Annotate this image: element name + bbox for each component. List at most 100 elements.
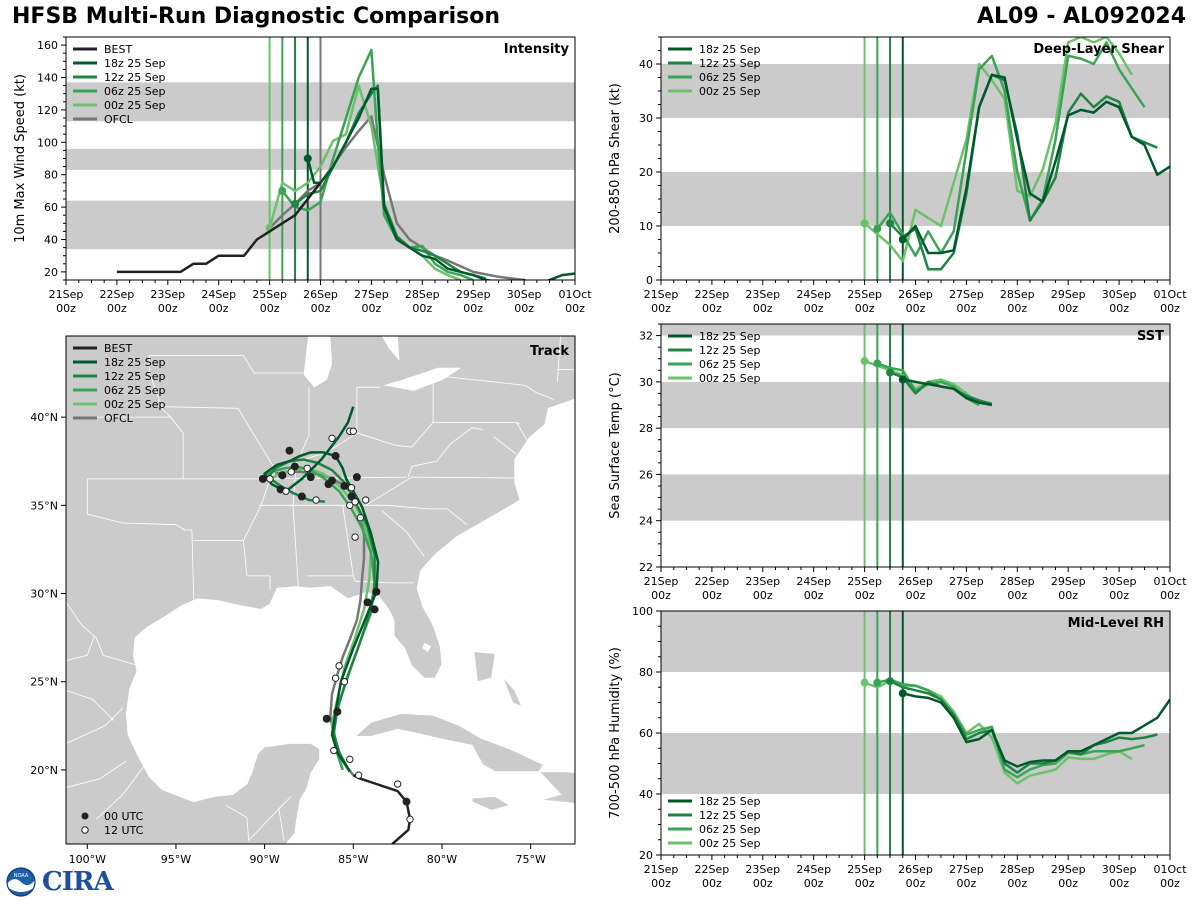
legend-label: 12z 25 Sep <box>699 57 761 70</box>
state-border <box>407 427 483 478</box>
x-tick-label-line: 23Sep <box>745 863 780 876</box>
x-tick-label-line: 27Sep <box>949 288 984 301</box>
x-tick-label-line: 21Sep <box>644 288 679 301</box>
state-border <box>66 760 127 788</box>
x-tick-label-line: 00z <box>1007 302 1027 315</box>
x-tick-label: 24Sep 00z <box>796 863 831 890</box>
x-tick-label-line: 00z <box>957 589 977 602</box>
y-tick-label: 160 <box>37 39 58 52</box>
storm-id-title: AL09 - AL092024 <box>977 4 1186 29</box>
lake-okeechobee <box>422 642 432 652</box>
legend-label: 18z 25 Sep <box>104 356 166 369</box>
y-tick-label: 30 <box>639 376 653 389</box>
x-tick-label-line: 00z <box>1007 589 1027 602</box>
legend-marker-00utc <box>81 812 89 820</box>
legend-label: 18z 25 Sep <box>104 57 166 70</box>
legend-label: BEST <box>104 43 132 56</box>
x-tick-label-line: 00z <box>1109 589 1129 602</box>
lake-michigan <box>303 336 332 388</box>
init-marker-18z <box>898 375 907 384</box>
x-tick-label-line: 00z <box>906 877 926 890</box>
lat-tick-label: 30°N <box>30 588 58 601</box>
init-marker-18z <box>898 235 907 244</box>
x-tick-label-line: 00z <box>957 877 977 890</box>
legend-label: OFCL <box>104 113 134 126</box>
state-border <box>432 376 446 423</box>
x-tick-label-line: 23Sep <box>745 288 780 301</box>
x-tick-label-line: 00z <box>1007 877 1027 890</box>
x-tick-label-line: 01Oct <box>558 288 592 301</box>
y-tick-label: 20 <box>639 166 653 179</box>
y-tick-label: 24 <box>639 515 653 528</box>
track-line-18z <box>263 406 380 773</box>
x-tick-label: 30Sep 00z <box>1102 575 1137 602</box>
x-tick-label: 28Sep 00z <box>1000 288 1035 315</box>
legend-label: 06z 25 Sep <box>104 384 166 397</box>
lon-tick-label: 75°W <box>515 853 545 866</box>
init-marker-18z <box>898 689 907 698</box>
y-tick-label: 32 <box>639 330 653 343</box>
series-line-00z <box>864 359 980 406</box>
panel-title: SST <box>1137 329 1164 344</box>
shaded-band <box>661 474 1170 521</box>
series-line-18z <box>901 73 1170 255</box>
x-tick-label: 29Sep 00z <box>1051 288 1086 315</box>
lat-tick-label: 25°N <box>30 676 58 689</box>
series-line-12z <box>889 73 1158 271</box>
init-marker-12z <box>886 219 895 228</box>
x-tick-label-line: 00z <box>362 302 382 315</box>
x-tick-label-line: 23Sep <box>745 575 780 588</box>
x-tick-label-line: 25Sep <box>847 863 882 876</box>
state-border <box>66 601 139 667</box>
x-tick-label-line: 30Sep <box>1102 863 1137 876</box>
x-tick-label-line: 28Sep <box>405 288 440 301</box>
x-tick-label-line: 01Oct <box>1153 288 1187 301</box>
lon-tick-label: 100°W <box>69 853 106 866</box>
marker-00utc <box>306 473 315 482</box>
marker-00utc <box>324 480 333 489</box>
shaded-band <box>661 172 1170 226</box>
legend-label: 18z 25 Sep <box>699 43 761 56</box>
x-tick-label-line: 00z <box>260 302 280 315</box>
x-tick-label-line: 00z <box>1160 877 1180 890</box>
marker-00utc <box>322 714 331 723</box>
lat-tick-label: 35°N <box>30 499 58 512</box>
x-tick-label: 28Sep 00z <box>1000 575 1035 602</box>
series-line-18z <box>306 87 575 280</box>
x-tick-label: 22Sep 00z <box>695 863 730 890</box>
x-tick-label: 21Sep 00z <box>644 863 679 890</box>
x-tick-label: 01Oct 00z <box>1153 288 1187 315</box>
state-border <box>149 354 304 374</box>
state-border <box>148 355 239 409</box>
land-north-america <box>66 336 575 844</box>
plot-area <box>661 37 1170 280</box>
init-marker-06z <box>873 359 882 368</box>
lat-tick-label: 20°N <box>30 764 58 777</box>
y-tick-label: 40 <box>44 234 58 247</box>
x-tick-label-line: 00z <box>804 877 824 890</box>
marker-12utc <box>331 674 340 682</box>
marker-00utc <box>352 473 361 482</box>
y-tick-label: 28 <box>639 422 653 435</box>
y-tick-label: 60 <box>44 201 58 214</box>
x-tick-label-line: 23Sep <box>150 288 185 301</box>
legend-label: 00z 25 Sep <box>104 398 166 411</box>
x-tick-label-line: 24Sep <box>796 288 831 301</box>
x-tick-label-line: 00z <box>651 302 671 315</box>
x-tick-label-line: 25Sep <box>847 288 882 301</box>
x-tick-label-line: 21Sep <box>49 288 84 301</box>
legend-label: 06z 25 Sep <box>699 71 761 84</box>
marker-12utc <box>303 464 311 472</box>
x-tick-label: 24Sep 00z <box>796 288 831 315</box>
x-tick-label-line: 26Sep <box>898 863 933 876</box>
series-line-18z <box>902 692 1170 768</box>
y-tick-label: 80 <box>639 666 653 679</box>
series-line-06z <box>877 678 1145 779</box>
x-tick-label-line: 00z <box>1160 589 1180 602</box>
x-tick-label-line: 28Sep <box>1000 863 1035 876</box>
lon-tick-label: 90°W <box>249 853 279 866</box>
init-marker-18z <box>303 154 312 163</box>
x-tick-label: 29Sep 00z <box>456 288 491 315</box>
series-line-06z <box>876 41 1146 257</box>
